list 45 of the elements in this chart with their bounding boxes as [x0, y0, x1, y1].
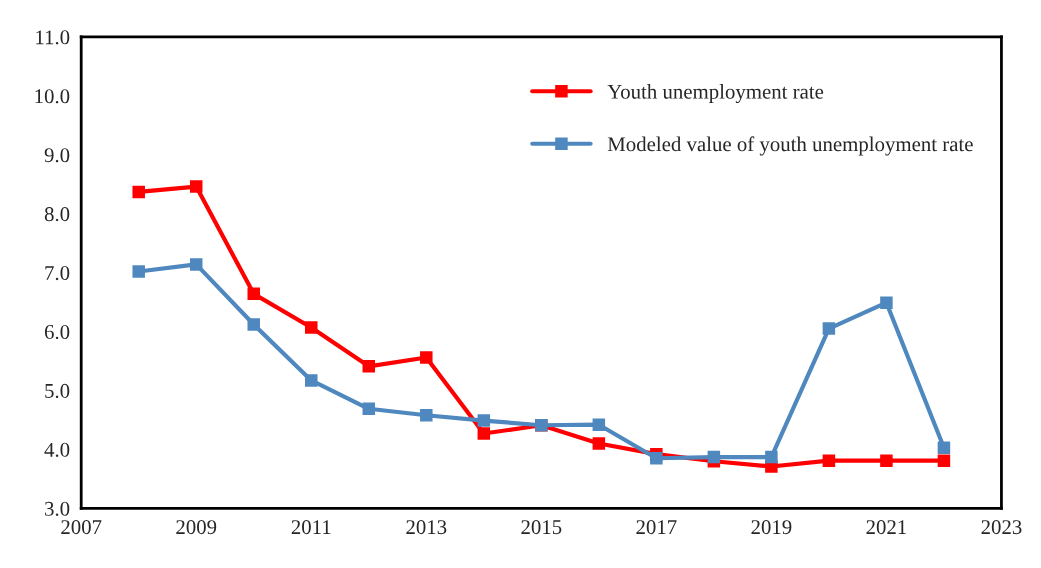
point	[132, 265, 145, 278]
y-tick-label: 8.0	[44, 207, 70, 222]
x-tick-label: 2023	[981, 520, 1022, 535]
y-tick-label: 9.0	[44, 148, 70, 163]
point	[477, 427, 491, 440]
x-tick-label: 2011	[291, 520, 331, 535]
point	[937, 441, 951, 454]
point	[189, 180, 203, 193]
x-tick-label: 2019	[751, 520, 792, 535]
x-tick-label: 2021	[866, 520, 906, 535]
point	[477, 414, 491, 427]
point	[305, 321, 318, 334]
point	[592, 418, 606, 431]
y-tick-label: 4.0	[44, 442, 70, 457]
point	[420, 351, 433, 364]
point	[362, 402, 376, 416]
point	[132, 185, 145, 199]
x-tick-label: 2013	[406, 520, 447, 535]
point	[247, 287, 260, 301]
point	[880, 296, 893, 309]
y-tick-label: 11.0	[36, 30, 70, 45]
y-tick-label: 3.0	[45, 501, 70, 516]
legend-label: Modeled value of youth unemployment rate	[607, 136, 973, 156]
point	[822, 454, 836, 467]
point	[362, 360, 376, 373]
point	[592, 437, 606, 450]
legend-label: Youth unemployment rate	[607, 84, 824, 104]
x-tick-label: 2017	[636, 520, 677, 535]
point	[765, 450, 778, 464]
point	[937, 454, 951, 467]
point	[650, 452, 663, 465]
x-tick-label: 2015	[521, 520, 562, 535]
x-tick-label: 2007	[61, 520, 102, 535]
y-tick-label: 5.0	[45, 383, 70, 399]
y-tick-label: 7.0	[45, 266, 70, 281]
point	[822, 322, 836, 335]
point	[247, 318, 260, 331]
x-tick-label: 2009	[176, 520, 217, 535]
point	[305, 374, 318, 387]
y-tick-label: 6.0	[44, 324, 70, 340]
y-tick-label: 10.0	[35, 89, 70, 104]
point	[880, 454, 893, 467]
point	[420, 409, 433, 422]
point	[707, 450, 721, 464]
point	[189, 258, 203, 271]
